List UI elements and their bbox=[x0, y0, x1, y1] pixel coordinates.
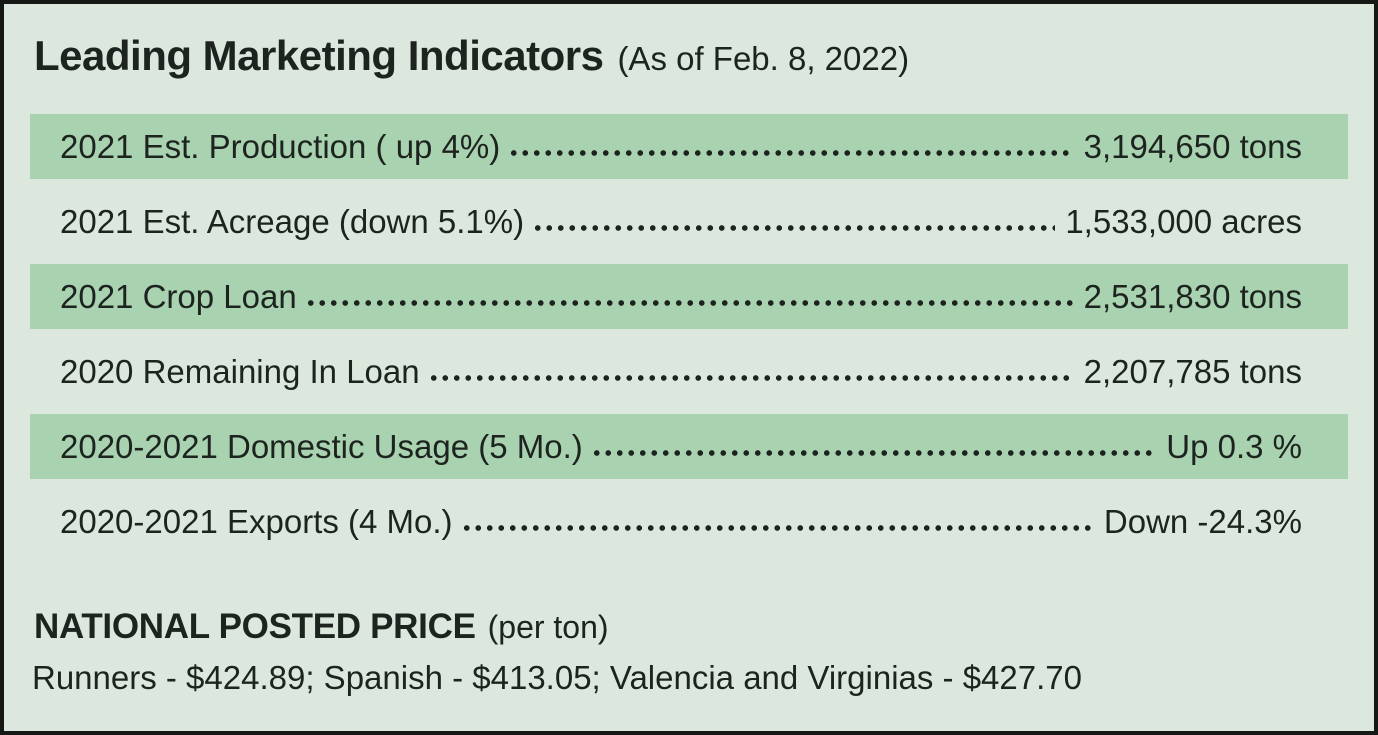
panel-title-row: Leading Marketing Indicators (As of Feb.… bbox=[34, 32, 1344, 80]
dot-leader bbox=[304, 264, 1074, 330]
title-date-note: (As of Feb. 8, 2022) bbox=[617, 40, 910, 77]
indicator-value: 1,533,000 acres bbox=[1065, 202, 1302, 240]
dot-leader bbox=[427, 339, 1074, 405]
indicator-label: 2021 Est. Acreage (down 5.1%) bbox=[60, 202, 525, 240]
indicator-label: 2021 Est. Production ( up 4%) bbox=[60, 127, 501, 165]
indicators-list: 2021 Est. Production ( up 4%) 3,194,650 t… bbox=[30, 114, 1348, 555]
indicator-value: 2,531,830 tons bbox=[1083, 277, 1302, 315]
dot-leader bbox=[460, 489, 1094, 555]
indicator-value: Up 0.3 % bbox=[1166, 427, 1302, 465]
indicator-row: 2021 Est. Production ( up 4%) 3,194,650 t… bbox=[30, 114, 1348, 180]
indicator-value: 2,207,785 tons bbox=[1083, 352, 1302, 390]
panel-title: Leading Marketing Indicators bbox=[34, 32, 604, 79]
indicator-row: 2020-2021 Exports (4 Mo.) Down -24.3% bbox=[30, 489, 1348, 555]
national-posted-price-heading-row: NATIONAL POSTED PRICE (per ton) bbox=[34, 608, 1344, 647]
indicator-row: 2021 Est. Acreage (down 5.1%) 1,533,000 a… bbox=[30, 189, 1348, 255]
national-posted-price-heading: NATIONAL POSTED PRICE bbox=[34, 607, 476, 647]
posted-prices-line: Runners - $424.89; Spanish - $413.05; Va… bbox=[32, 658, 1082, 696]
indicator-value: 3,194,650 tons bbox=[1083, 127, 1302, 165]
indicator-label: 2020 Remaining In Loan bbox=[60, 352, 420, 390]
indicator-row: 2020-2021 Domestic Usage (5 Mo.) Up 0.3 % bbox=[30, 414, 1348, 480]
indicator-row: 2021 Crop Loan 2,531,830 tons bbox=[30, 264, 1348, 330]
indicator-label: 2021 Crop Loan bbox=[60, 277, 297, 315]
indicator-label: 2020-2021 Exports (4 Mo.) bbox=[60, 502, 453, 540]
indicator-label: 2020-2021 Domestic Usage (5 Mo.) bbox=[60, 427, 583, 465]
indicator-value: Down -24.3% bbox=[1103, 502, 1302, 540]
dot-leader bbox=[532, 189, 1056, 255]
dot-leader bbox=[508, 114, 1074, 180]
per-ton-note: (per ton) bbox=[487, 609, 609, 646]
indicator-row: 2020 Remaining In Loan 2,207,785 tons bbox=[30, 339, 1348, 405]
dot-leader bbox=[590, 414, 1157, 480]
